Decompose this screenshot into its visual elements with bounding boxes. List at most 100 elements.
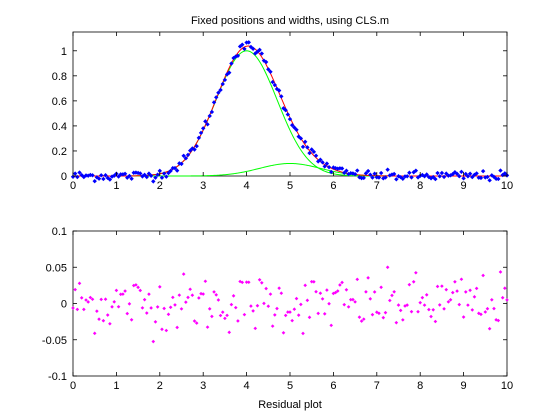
data-point [305,145,310,150]
residual-point [457,302,462,307]
residual-point [450,290,455,295]
residual-point [325,288,329,292]
data-point [99,173,104,178]
residual-point [225,313,229,318]
data-point [302,139,308,144]
data-point [218,87,223,93]
data-point [441,174,447,180]
residual-point [216,298,221,302]
residual-point [181,272,186,276]
residual-point [357,315,362,319]
data-point [311,149,317,155]
data-point [294,127,299,133]
residual-point [333,290,338,295]
residual-point [322,312,327,316]
residual-point [505,298,509,302]
residual-point [327,301,331,306]
residual-point [92,331,97,336]
residual-point [485,306,490,311]
data-point [164,174,169,179]
residual-point [364,290,368,294]
residual-point [490,297,494,302]
residual-point [440,284,444,288]
top-y-tick-label: 0.4 [52,121,67,133]
data-point [391,171,397,177]
residual-point [246,280,251,285]
residual-point [71,306,75,310]
data-point [214,95,219,100]
residual-point [171,295,175,300]
residual-point [75,307,80,312]
residual-point [459,277,464,282]
data-point [220,81,225,87]
top-x-tick-label: 7 [374,180,380,192]
data-point [335,166,340,171]
residual-point [433,319,438,324]
residual-point [288,310,292,314]
residual-point [385,265,390,270]
residual-point [381,315,386,320]
data-point [309,147,314,152]
top-axes: 0 1 2 3 4 5 6 7 8 9 10 0 0.2 0.4 0.6 0.8 1 [52,31,513,192]
data-point [385,167,390,172]
residual-point [479,312,483,317]
residual-point [84,298,88,302]
bottom-y-tick-labels: -0.1 -0.05 0 0.05 0.1 [42,226,67,383]
data-point [378,170,384,176]
data-point [352,171,358,177]
top-data-points [70,40,510,184]
residual-point [134,283,138,287]
data-point [101,176,106,182]
residual-point [418,300,422,305]
data-point [326,164,332,170]
residual-point [197,296,201,300]
residual-point [79,296,84,300]
residual-point [175,325,179,330]
top-x-tick-label: 1 [113,180,119,192]
residual-point [210,314,214,319]
data-point [270,79,275,85]
data-point [161,171,167,176]
residual-point [240,280,245,285]
data-point [259,51,264,56]
data-point [92,178,97,184]
residual-point [416,309,420,314]
data-point [122,171,128,176]
top-x-tick-label: 3 [200,180,206,192]
residual-point [398,308,403,313]
data-point [196,135,202,141]
data-point [83,173,89,178]
data-point [461,176,466,181]
residual-point [296,313,301,317]
residual-point [212,290,216,294]
residual-point [498,270,503,274]
data-point [370,175,375,180]
residual-point [487,326,492,331]
top-x-tick-label: 8 [417,180,423,192]
residual-point [361,317,366,321]
residual-point [220,310,225,314]
residual-point [262,301,266,306]
residual-point [401,318,405,322]
residual-point [377,311,381,316]
data-point [437,174,442,179]
data-point [237,44,243,49]
data-point [450,171,455,177]
residual-point [427,307,431,312]
bottom-x-tick-labels: 0 1 2 3 4 5 6 7 8 9 10 [70,380,513,392]
data-point [168,168,173,174]
residual-point [214,293,219,297]
data-point [94,175,100,180]
residual-point [118,292,123,297]
residual-point [108,321,112,326]
residual-point [437,303,442,307]
bottom-x-tick-label: 2 [157,380,163,392]
data-point [81,174,87,180]
residual-point [99,297,104,302]
residual-point [103,297,108,302]
residual-point [116,304,121,309]
residual-point [407,282,412,287]
residual-point [173,303,177,307]
residual-point [348,297,353,302]
residual-point [95,309,99,313]
